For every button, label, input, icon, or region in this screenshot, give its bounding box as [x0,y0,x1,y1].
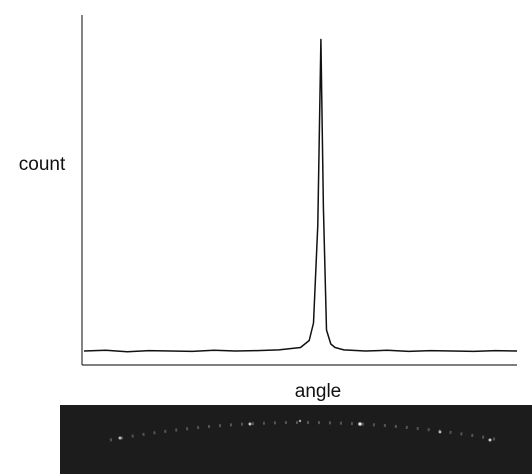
spot [489,439,492,442]
image-strip [60,405,532,474]
data-line [84,40,517,352]
x-axis-label: angle [295,381,342,402]
spot [439,431,442,434]
figure: count angle [0,0,532,474]
spot [119,437,122,440]
spot [249,423,252,426]
diffraction-image [60,405,532,474]
spot [299,420,301,422]
spot [358,422,362,426]
y-axis-label: count [19,154,66,175]
